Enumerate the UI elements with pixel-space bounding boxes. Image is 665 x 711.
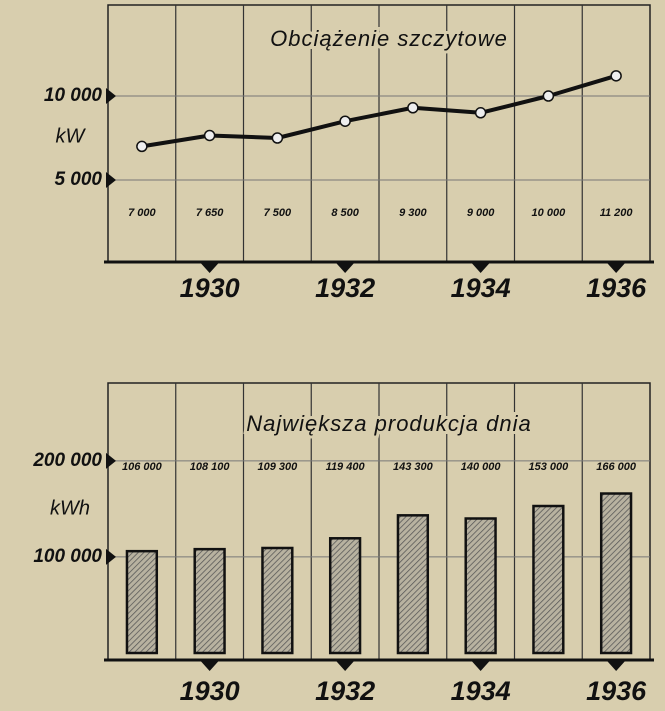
- value-label: 7 650: [196, 207, 224, 219]
- y-axis-label: kWh: [50, 497, 90, 519]
- value-label: 143 300: [393, 461, 434, 473]
- year-marker: [336, 263, 355, 273]
- x-tick-label: 1930: [180, 273, 240, 303]
- tick-mark: [106, 452, 116, 469]
- y-axis-label: kW: [56, 125, 87, 147]
- year-marker: [471, 263, 490, 273]
- bar: [599, 492, 633, 655]
- bar: [193, 547, 226, 655]
- bar: [464, 517, 497, 655]
- bar: [125, 549, 159, 655]
- value-label: 166 000: [596, 461, 637, 473]
- year-marker: [200, 263, 219, 273]
- value-label: 119 400: [326, 461, 366, 473]
- chart-title: Największa produkcja dnia: [246, 411, 531, 436]
- x-tick-label: 1934: [451, 676, 511, 706]
- value-label: 7 000: [128, 207, 156, 219]
- y-tick-label: 100 000: [33, 546, 102, 567]
- tick-mark: [106, 548, 116, 565]
- value-label: 109 300: [257, 461, 298, 473]
- bar: [532, 504, 565, 655]
- value-label: 8 500: [331, 207, 359, 219]
- value-label: 7 500: [264, 207, 292, 219]
- value-label: 153 000: [528, 461, 569, 473]
- point: [136, 140, 148, 153]
- y-tick-label: 5 000: [54, 169, 102, 190]
- point: [339, 115, 351, 127]
- line: [141, 73, 617, 149]
- x-tick-label: 1936: [586, 273, 647, 303]
- point: [203, 129, 216, 142]
- point: [542, 90, 555, 102]
- value-label: 106 000: [122, 461, 163, 473]
- x-tick-label: 1932: [315, 676, 375, 706]
- y-tick-label: 200 000: [32, 450, 102, 471]
- chart-title: Obciążenie szczytowe: [270, 26, 508, 51]
- tick-mark: [106, 88, 116, 104]
- value-label: 10 000: [532, 207, 567, 219]
- x-tick-label: 1936: [586, 676, 647, 706]
- bar: [328, 537, 362, 655]
- value-label: 9 000: [467, 207, 495, 219]
- tick-mark: [106, 172, 116, 188]
- point: [610, 70, 622, 82]
- year-marker: [200, 661, 219, 671]
- value-label: 11 200: [600, 207, 634, 219]
- year-marker: [607, 661, 626, 671]
- y-tick-label: 10 000: [44, 85, 103, 106]
- value-label: 9 300: [399, 207, 427, 219]
- year-marker: [607, 263, 626, 273]
- bar: [396, 514, 430, 655]
- point: [271, 132, 284, 144]
- year-marker: [336, 661, 355, 671]
- bar: [261, 546, 294, 655]
- value-label: 140 000: [461, 461, 502, 473]
- x-tick-label: 1934: [451, 273, 511, 303]
- year-marker: [471, 661, 490, 671]
- point: [407, 102, 419, 114]
- value-label: 108 100: [190, 461, 231, 473]
- x-tick-label: 1932: [315, 273, 375, 303]
- point: [474, 107, 487, 119]
- x-tick-label: 1930: [180, 676, 240, 706]
